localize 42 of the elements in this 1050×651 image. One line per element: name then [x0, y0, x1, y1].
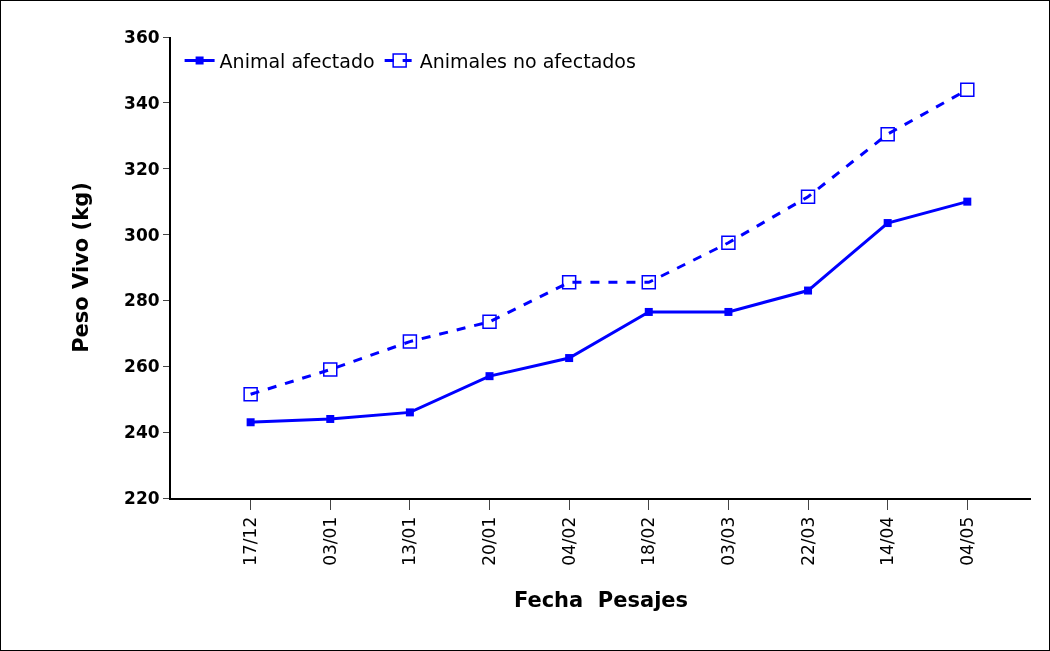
- x-axis-title: Fecha Pesajes: [513, 588, 689, 613]
- point: [485, 372, 494, 381]
- x-tick-label: 13/01: [399, 516, 420, 566]
- point: [724, 307, 733, 316]
- legend-label: Animales no afectados: [419, 49, 636, 72]
- point: [800, 189, 816, 204]
- x-tick-label: 17/12: [240, 516, 261, 566]
- y-tick-label: 260: [124, 356, 160, 377]
- legend-label: Animal afectado: [219, 49, 375, 72]
- point: [565, 354, 574, 363]
- point: [405, 408, 414, 417]
- x-tick-label: 14/04: [877, 516, 898, 566]
- y-tick-label: 300: [124, 224, 160, 245]
- x-tick-label: 04/05: [956, 516, 977, 566]
- x-tick-label: 20/01: [479, 516, 500, 566]
- point: [883, 219, 892, 228]
- point: [641, 275, 657, 290]
- y-tick-label: 360: [124, 26, 160, 47]
- point: [721, 235, 736, 251]
- point: [644, 307, 653, 316]
- point: [561, 275, 577, 290]
- point: [880, 126, 895, 142]
- point: [323, 362, 338, 377]
- y-tick-label: 240: [124, 422, 160, 443]
- point: [246, 418, 255, 427]
- x-tick-label: 03/03: [717, 516, 738, 566]
- point: [482, 314, 497, 330]
- y-tick-label: 340: [124, 92, 160, 113]
- y-tick-label: 220: [124, 487, 160, 508]
- x-tick-label: 22/03: [797, 516, 818, 566]
- point: [963, 197, 972, 206]
- y-tick-label: 280: [124, 290, 160, 311]
- y-tick-label: 320: [124, 158, 160, 179]
- point: [243, 387, 258, 402]
- x-tick-label: 04/02: [558, 516, 579, 566]
- x-tick-label: 03/01: [319, 516, 340, 566]
- point: [326, 414, 335, 423]
- y-axis-title: Peso Vivo (kg): [68, 182, 93, 353]
- x-tick-label: 18/02: [638, 516, 659, 566]
- point: [804, 286, 813, 295]
- point: [402, 334, 418, 349]
- point: [960, 82, 975, 97]
